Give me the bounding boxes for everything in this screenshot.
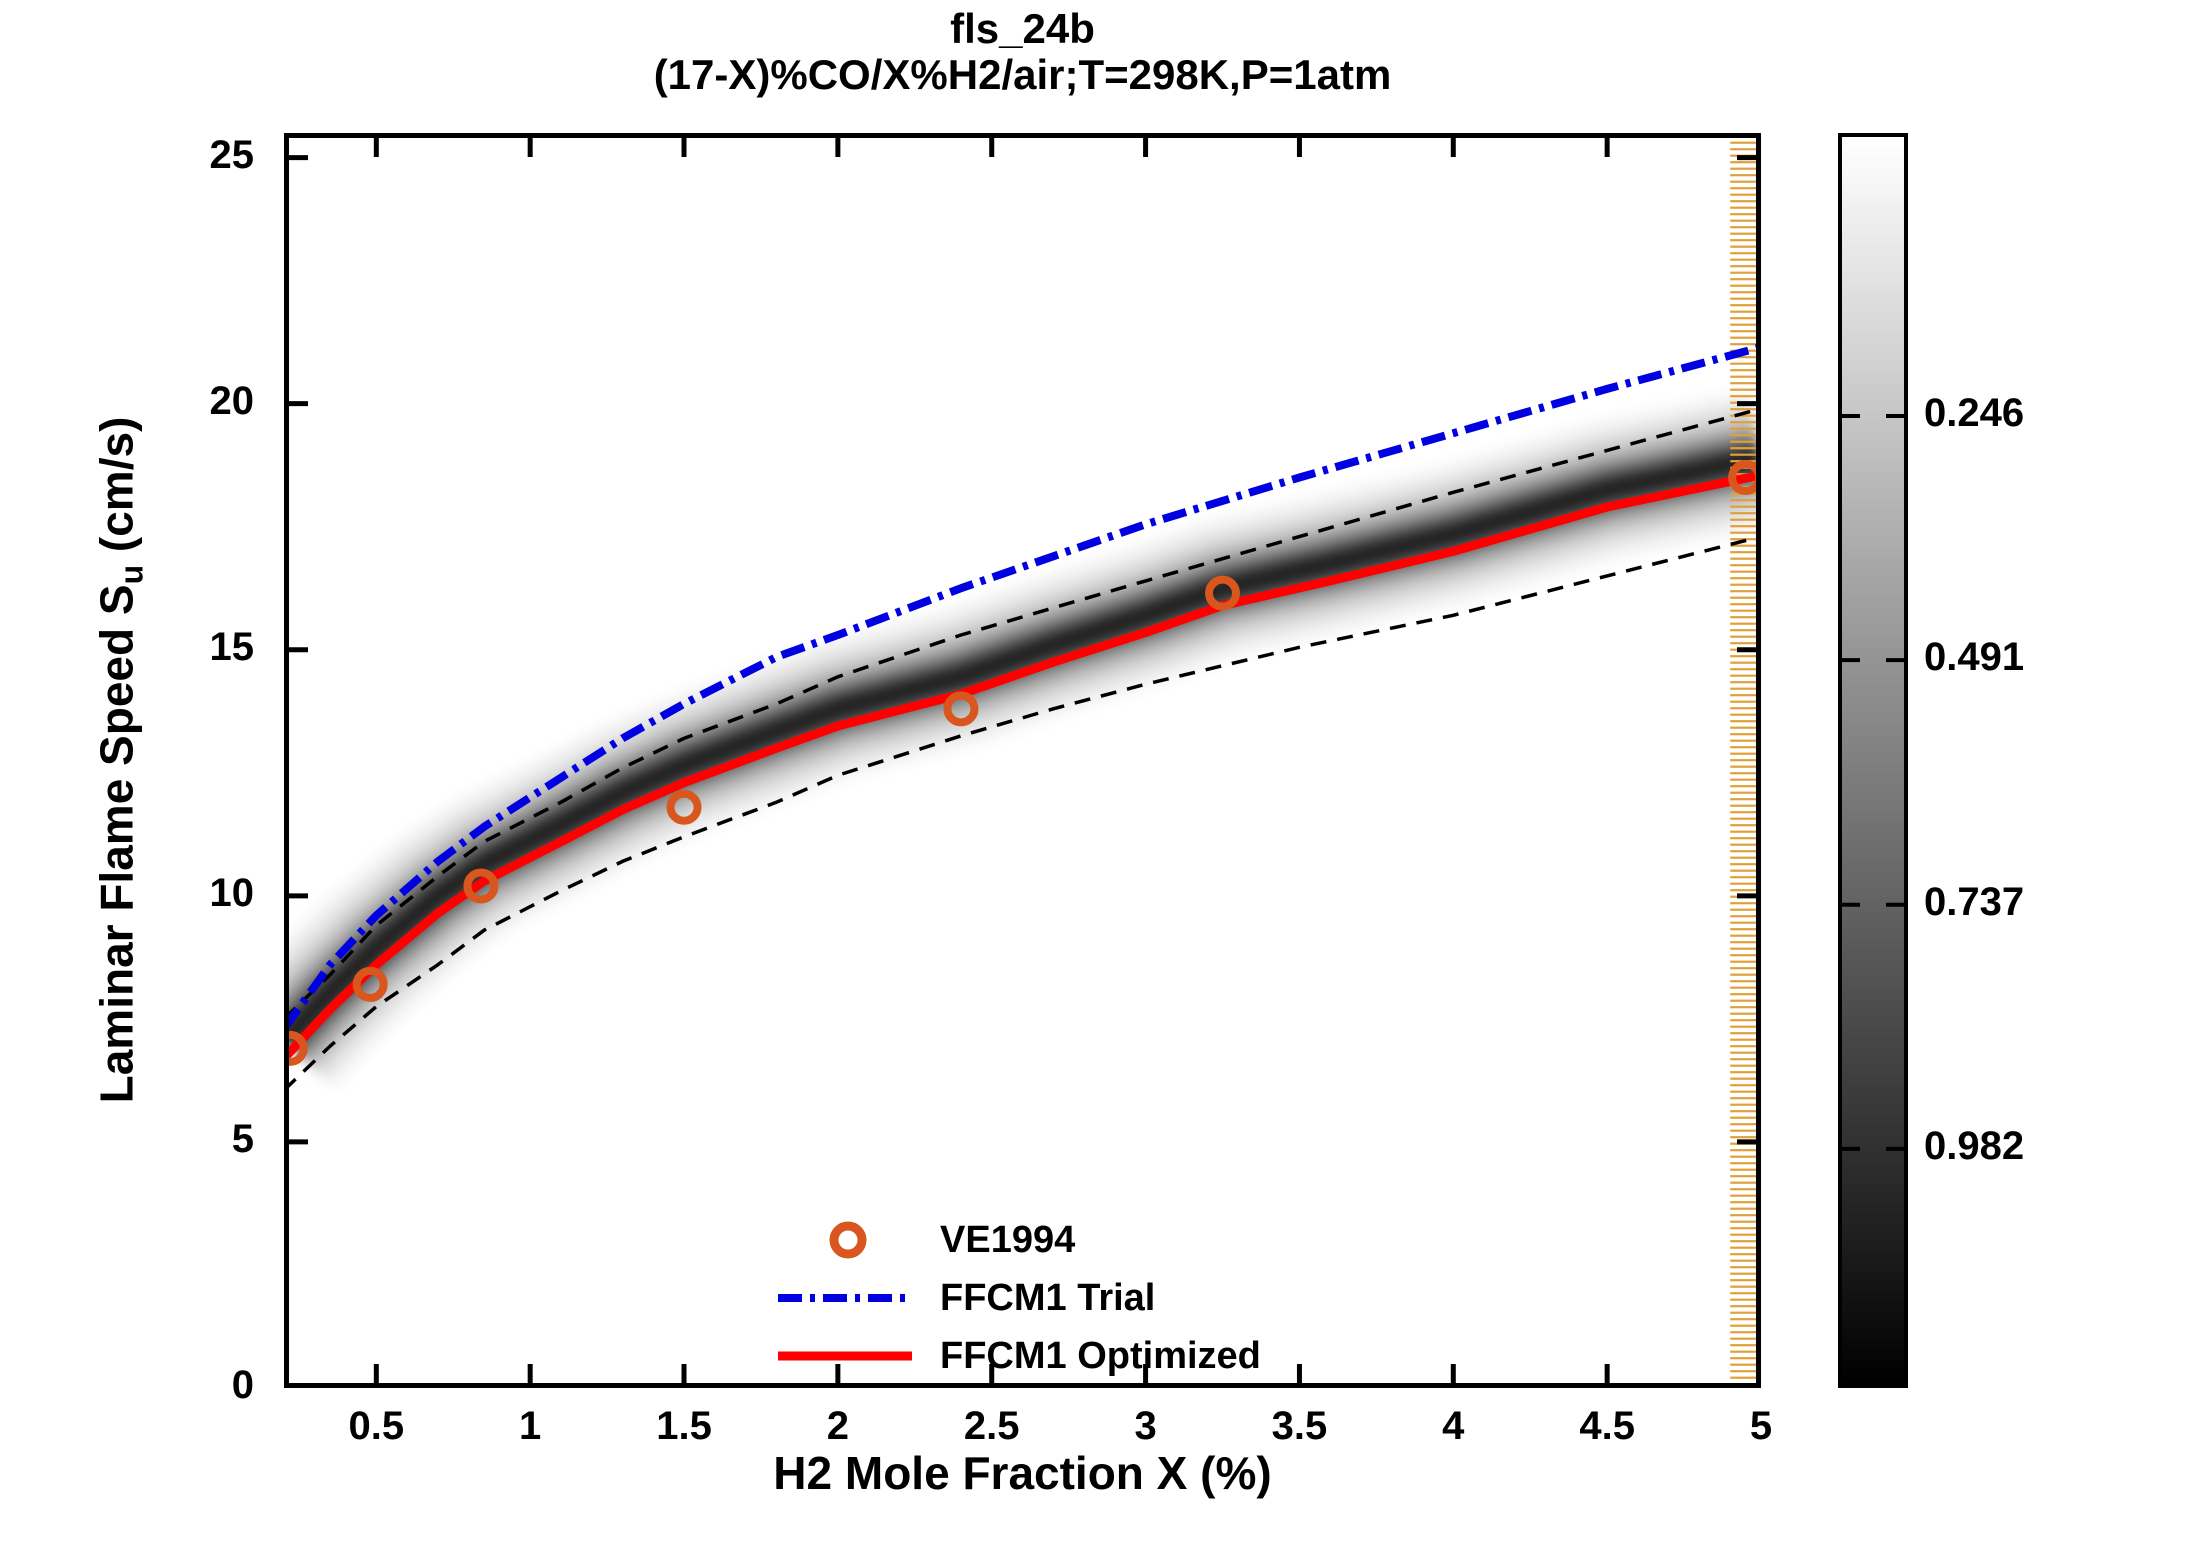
legend-item-ffcm1-trial: FFCM1 Trial bbox=[770, 1269, 1261, 1327]
y-axis-label-main: Laminar Flame Speed S bbox=[90, 584, 143, 1104]
x-tick-label: 3.5 bbox=[1271, 1404, 1328, 1448]
open-circle-marker-icon bbox=[829, 1221, 867, 1259]
colorbar-ticks bbox=[1842, 414, 1904, 1151]
y-axis-label-unit: (cm/s) bbox=[90, 416, 143, 565]
colorbar-tick-label: 0.982 bbox=[1924, 1123, 2025, 1168]
legend-item-ffcm1-optimized: FFCM1 Optimized bbox=[770, 1327, 1261, 1385]
ve1994-data-point bbox=[284, 1030, 308, 1066]
x-tick-label: 4.5 bbox=[1579, 1404, 1635, 1448]
x-tick-label: 1.5 bbox=[656, 1404, 712, 1448]
ve1994-data-point bbox=[352, 966, 388, 1002]
chart-subtitle: (17-X)%CO/X%H2/air;T=298K,P=1atm bbox=[653, 51, 1392, 98]
colorbar-tick-label: 0.246 bbox=[1924, 391, 2025, 435]
y-tick-label: 5 bbox=[231, 1116, 254, 1161]
ffcm1-trial-curve bbox=[284, 343, 1761, 1032]
chart-title: fls_24b bbox=[950, 5, 1095, 52]
colorbar-tick-label: 0.491 bbox=[1924, 635, 2025, 680]
y-tick-label: 10 bbox=[209, 870, 255, 915]
x-tick-label: 5 bbox=[1749, 1404, 1773, 1448]
ve1994-data-point bbox=[666, 789, 702, 825]
y-tick-label: 20 bbox=[209, 378, 255, 423]
x-tick-label: 1 bbox=[519, 1404, 542, 1448]
legend-label-ffcm1-optimized: FFCM1 Optimized bbox=[940, 1334, 1261, 1377]
y-tick-label: 25 bbox=[209, 132, 255, 177]
plot-area bbox=[284, 133, 1761, 1388]
highlight-band bbox=[1730, 133, 1761, 1388]
colorbar bbox=[1838, 133, 1908, 1388]
x-tick-label: 4 bbox=[1442, 1404, 1465, 1448]
ffcm1-optimized-curve bbox=[284, 470, 1761, 1062]
ve1994-data-point bbox=[463, 868, 499, 904]
x-tick-label: 2.5 bbox=[963, 1404, 1020, 1448]
legend-label-ve1994: VE1994 bbox=[940, 1218, 1076, 1261]
y-tick-label: 0 bbox=[231, 1363, 254, 1407]
legend: VE1994 FFCM1 Trial FFCM1 Optimized bbox=[770, 1211, 1261, 1385]
x-tick-label: 3 bbox=[1134, 1404, 1157, 1448]
solid-line-icon bbox=[778, 1351, 912, 1361]
dash-dot-line-icon bbox=[778, 1294, 912, 1302]
plot-border bbox=[284, 133, 1761, 1388]
x-tick-label: 2 bbox=[826, 1404, 849, 1448]
colorbar-tick-label: 0.737 bbox=[1924, 879, 2025, 924]
uncertainty-lower-curve bbox=[284, 534, 1761, 1092]
legend-item-ve1994: VE1994 bbox=[770, 1211, 1261, 1269]
y-axis-label: Laminar Flame Speed Su (cm/s) bbox=[89, 417, 150, 1104]
legend-label-ffcm1-trial: FFCM1 Trial bbox=[940, 1276, 1156, 1319]
ve1994-data-point bbox=[1205, 575, 1241, 611]
y-tick-label: 15 bbox=[209, 624, 255, 669]
x-axis-label: H2 Mole Fraction X (%) bbox=[773, 1447, 1272, 1499]
ve1994-data-point bbox=[943, 691, 979, 727]
title-block: fls_24b (17-X)%CO/X%H2/air;T=298K,P=1atm bbox=[284, 6, 1761, 98]
y-axis-label-sub: u bbox=[113, 564, 150, 585]
x-tick-label: 0.5 bbox=[348, 1404, 405, 1448]
uncertainty-upper-curve bbox=[284, 406, 1761, 1021]
